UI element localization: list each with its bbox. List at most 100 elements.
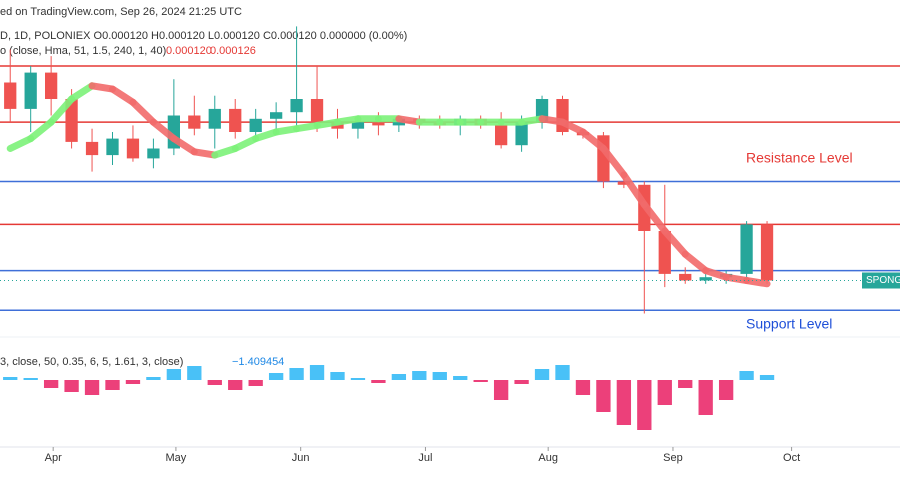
oscillator-bar: [412, 371, 427, 380]
oscillator-bar: [248, 380, 263, 386]
oscillator-bar: [105, 380, 120, 390]
hma-segment: [47, 95, 76, 126]
oscillator-bar: [678, 380, 693, 388]
oscillator-bar: [330, 372, 345, 380]
hma-segment: [109, 85, 137, 106]
x-tick-label: May: [166, 452, 187, 464]
candle-body: [188, 115, 201, 129]
candle-body: [372, 122, 385, 126]
x-tick-label: Apr: [45, 452, 62, 464]
hma-segment: [170, 135, 198, 156]
hma-segment: [702, 267, 730, 281]
x-tick-label: Aug: [538, 452, 558, 464]
oscillator-bar: [228, 380, 243, 390]
oscillator-bar: [493, 380, 509, 400]
hma-segment: [231, 135, 260, 152]
oscillator-bar: [596, 380, 611, 412]
oscillator-bar: [698, 380, 713, 415]
candle-body: [658, 231, 671, 274]
oscillator-bar: [84, 380, 100, 395]
hma-segment: [149, 118, 178, 143]
oscillator-bar: [657, 380, 672, 405]
oscillator-bar: [616, 380, 632, 425]
oscillator-value: −1.409454: [232, 356, 284, 368]
oscillator-bar: [759, 375, 775, 380]
annotation: Support Level: [746, 316, 832, 332]
candle-body: [740, 224, 753, 274]
candle-body: [495, 125, 508, 146]
oscillator-bar: [146, 377, 161, 380]
candle-body: [351, 122, 365, 129]
oscillator-label: 3, close, 50, 0.35, 6, 5, 1.61, 3, close…: [0, 356, 183, 368]
hma-segment: [129, 98, 157, 126]
candle-body: [515, 122, 528, 146]
oscillator-bar: [718, 380, 734, 400]
candle-body: [617, 181, 630, 185]
oscillator-bar: [432, 372, 447, 380]
hma-segment: [640, 201, 669, 235]
candle-body: [290, 99, 303, 113]
candle-body: [45, 72, 58, 99]
candle-body: [85, 141, 99, 156]
hma-segment: [743, 277, 771, 288]
candle-body: [65, 99, 78, 142]
oscillator-bar: [739, 371, 754, 380]
hma-segment: [620, 171, 648, 209]
hma-segment: [661, 227, 689, 258]
candle-body: [310, 99, 324, 123]
candle-body: [229, 108, 242, 132]
oscillator-bar: [575, 380, 591, 395]
oscillator-bar: [43, 380, 59, 388]
oscillator-bar: [391, 374, 407, 380]
hma-segment: [681, 250, 710, 275]
oscillator-bar: [637, 380, 652, 430]
chart-title: ed on TradingView.com, Sep 26, 2024 21:2…: [0, 6, 242, 18]
ticker-tag: SPONG: [866, 275, 900, 286]
hma-segment: [27, 118, 55, 143]
oscillator-bar: [555, 365, 570, 380]
hma-segment: [68, 82, 96, 103]
oscillator-bar: [473, 380, 488, 382]
hma-segment: [252, 128, 280, 143]
symbol-info: D, 1D, POLONIEX O0.000120 H0.000120 L0.0…: [0, 30, 407, 42]
oscillator-bar: [350, 378, 366, 380]
oscillator-bar: [268, 373, 284, 380]
indicator-label: o (close, Hma, 51, 1.5, 240, 1, 40): [0, 45, 166, 57]
annotation: Resistance Level: [746, 150, 853, 166]
hma-segment: [579, 128, 607, 152]
candle-body: [699, 277, 712, 281]
hma-segment: [599, 145, 628, 179]
oscillator-bar: [289, 368, 304, 380]
oscillator-bar: [453, 376, 468, 380]
candle-body: [249, 118, 262, 132]
candle-body: [106, 138, 119, 156]
x-tick-label: Jul: [418, 452, 432, 464]
oscillator-bar: [309, 365, 325, 380]
candle-body: [126, 138, 140, 159]
x-tick-label: Sep: [663, 452, 683, 464]
hma-segment: [559, 118, 587, 136]
oscillator-bar: [187, 366, 202, 380]
x-tick-label: Jun: [292, 452, 310, 464]
candle-body: [24, 72, 37, 109]
oscillator-bar: [371, 380, 386, 383]
oscillator-bar: [64, 380, 79, 392]
candle-body: [760, 224, 774, 281]
indicator-value: 0.000126: [210, 45, 256, 57]
candle-body: [4, 82, 17, 109]
hma-segment: [6, 135, 35, 152]
candle-body: [147, 148, 160, 159]
oscillator-bar: [207, 380, 222, 385]
oscillator-bar: [534, 369, 550, 380]
candle-body: [679, 273, 692, 281]
candle-body: [208, 108, 221, 129]
oscillator-bar: [166, 369, 182, 380]
oscillator-bar: [514, 380, 529, 384]
oscillator-bar: [23, 378, 38, 380]
oscillator-bar: [125, 380, 141, 384]
ticker-tag-bg: [862, 272, 900, 289]
indicator-value: 0.000120: [166, 45, 212, 57]
candle-body: [270, 112, 283, 119]
hma-segment: [211, 145, 239, 159]
